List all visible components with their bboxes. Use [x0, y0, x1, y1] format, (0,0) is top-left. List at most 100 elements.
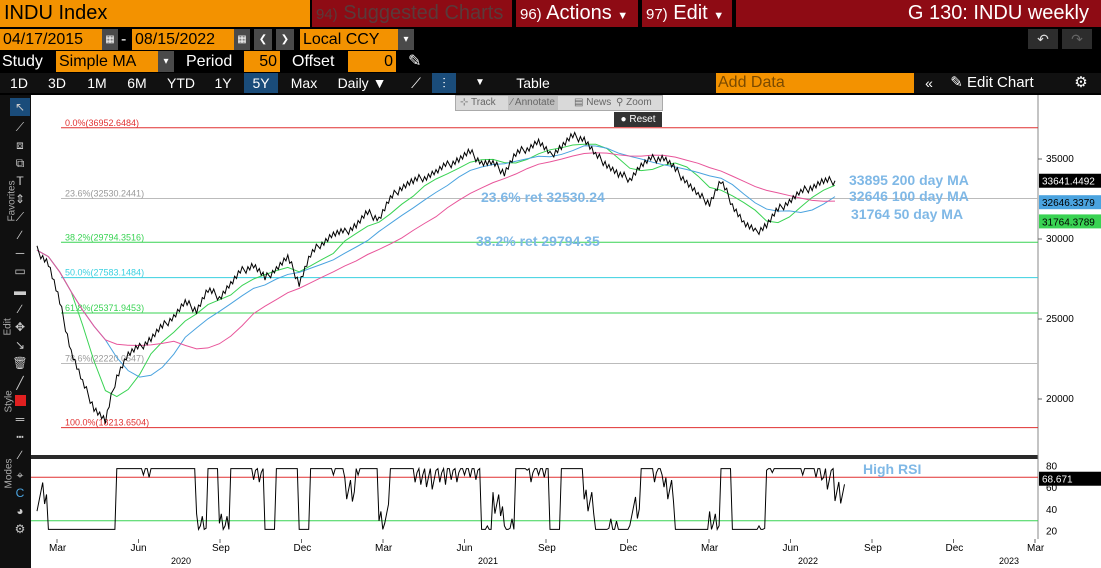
annotation-0: 33895 200 day MA — [849, 172, 969, 188]
fib-label-6: 100.0%(18213.6504) — [65, 418, 149, 428]
ticker-bar[interactable]: INDU Index — [0, 0, 310, 27]
c-mode-icon[interactable]: C — [15, 486, 25, 500]
actions-button[interactable]: 96) Actions ▼ — [516, 0, 638, 27]
end-date-field[interactable]: 08/15/2022 — [132, 29, 234, 50]
suggested-charts-button[interactable]: 94) Suggested Charts — [312, 0, 512, 27]
fib-tool-icon[interactable]: ⧈ — [16, 138, 24, 152]
ma200-line — [36, 152, 836, 350]
hline-icon[interactable]: ─ — [15, 246, 25, 260]
period-max-button[interactable]: Max — [290, 75, 318, 91]
ticker-title: INDU Index — [4, 2, 108, 24]
start-date-field[interactable]: 04/17/2015 — [0, 29, 102, 50]
color-swatch[interactable] — [10, 392, 30, 410]
chart-tools-bar: ⊹ Track ∕ Annotate ▤ News ⚲ Zoom — [455, 95, 663, 111]
tool-palette — [0, 95, 31, 568]
period-1m-button[interactable]: 1M — [87, 75, 107, 91]
fib-label-1: 23.6%(32530.2441) — [65, 189, 144, 199]
line-tool-icon[interactable]: ⟋ — [15, 120, 25, 134]
news-icon: ▤ — [574, 97, 584, 108]
period-ytd-button[interactable]: YTD — [167, 75, 195, 91]
ray-icon[interactable]: ∕ — [18, 228, 21, 242]
rsi-line — [36, 466, 845, 532]
study-select[interactable]: Simple MA — [56, 51, 158, 72]
move-icon[interactable]: ✥ — [14, 320, 26, 334]
collapse-icon[interactable]: « — [925, 75, 933, 91]
crosshair-icon[interactable]: ⌖ — [16, 468, 24, 482]
year-label-2: 2022 — [798, 556, 818, 566]
fib-label-5: 78.6%(22220.0547) — [65, 353, 144, 363]
price-axis-bg — [1038, 95, 1101, 539]
calendar-icon[interactable]: ▦ — [102, 29, 118, 50]
annotate-button[interactable]: ∕ Annotate — [508, 96, 558, 110]
edit-chart-button[interactable]: ✎ Edit Chart — [944, 73, 1040, 93]
fib-label-2: 38.2%(29794.3516) — [65, 232, 144, 242]
zoom-button[interactable]: ⚲ Zoom — [616, 96, 652, 110]
fib-fan-icon[interactable]: ⧉ — [15, 156, 25, 170]
chart-type-dropdown-icon[interactable]: ▼ — [475, 77, 485, 88]
offset-field[interactable]: 0 — [348, 51, 396, 72]
edit-label: Edit — [673, 2, 708, 24]
chevron-down-icon[interactable]: ▾ — [158, 51, 174, 72]
time-tick-label-3: Dec — [294, 543, 312, 554]
date-separator: - — [121, 31, 127, 48]
reset-button[interactable]: ● Reset — [614, 112, 662, 127]
rect-icon[interactable]: ▭ — [14, 264, 26, 278]
time-tick-label-7: Dec — [620, 543, 638, 554]
eraser-icon[interactable]: ▬ — [14, 284, 26, 298]
edit-menu-button[interactable]: 97) Edit ▼ — [642, 0, 732, 27]
calendar-icon[interactable]: ▦ — [234, 29, 250, 50]
chevron-down-icon[interactable]: ▾ — [398, 29, 414, 50]
currency-select[interactable]: Local CCY — [300, 29, 398, 50]
last-price-box-bg — [1039, 173, 1101, 188]
period-1y-button[interactable]: 1Y — [214, 75, 232, 91]
period-1d-button[interactable]: 1D — [10, 75, 28, 91]
price-series — [36, 131, 836, 424]
chart-area[interactable]: 0.0%(36952.6484) 23.6%(32530.2441) 38.2%(2… — [31, 95, 1101, 568]
candle-chart-icon[interactable]: ⫶ — [432, 73, 456, 93]
period-6m-button[interactable]: 6M — [127, 75, 147, 91]
track-button[interactable]: ⊹ Track — [460, 96, 496, 110]
prev-arrow-icon[interactable]: ❮ — [254, 29, 272, 50]
cursor-icon[interactable]: ↖ — [10, 98, 30, 116]
redo-icon[interactable]: ↷ — [1062, 29, 1092, 49]
draw-icon[interactable]: ∕ — [18, 302, 21, 316]
rsi-tick-label-0: 80 — [1046, 461, 1058, 472]
color-square — [14, 395, 26, 406]
period-field[interactable]: 50 — [244, 51, 280, 72]
line-chart-icon[interactable]: ⟋ — [411, 75, 421, 91]
line-style-icon[interactable]: ┅ — [16, 430, 24, 444]
actions-num: 96) — [520, 6, 542, 23]
favorites-label: Favorites — [6, 180, 18, 222]
track-icon: ⊹ — [460, 97, 469, 108]
time-tick-label-9: Jun — [783, 543, 799, 554]
style-line-icon[interactable]: ╱ — [16, 376, 24, 390]
table-button[interactable]: Table — [516, 75, 550, 91]
suggested-label: Suggested Charts — [343, 2, 504, 24]
measure-icon[interactable]: ⇕ — [14, 192, 26, 206]
settings-icon[interactable]: ⚙ — [14, 522, 26, 536]
last-ma50-box-bg — [1039, 214, 1101, 229]
actions-label: Actions — [546, 2, 612, 24]
last-rsi-box: 68.671 — [1042, 475, 1073, 486]
palette-icon[interactable]: ◕ — [16, 504, 24, 518]
last-ma100-box-bg — [1039, 195, 1101, 210]
pencil-style-icon[interactable]: ∕ — [18, 448, 21, 462]
magnet-icon[interactable]: ↘ — [14, 338, 26, 352]
text-tool-icon[interactable]: T — [16, 174, 24, 188]
pencil-icon[interactable]: ✎ — [408, 53, 422, 70]
undo-icon[interactable]: ↶ — [1028, 29, 1058, 49]
period-5y-button[interactable]: 5Y — [244, 73, 278, 93]
price-tick-label-0: 35000 — [1046, 154, 1074, 165]
next-arrow-icon[interactable]: ❯ — [276, 29, 294, 50]
line-weight-icon[interactable]: ═ — [15, 412, 25, 426]
channel-icon[interactable]: ⟋ — [15, 210, 25, 224]
annotation-3: 23.6% ret 32530.24 — [481, 189, 605, 205]
reset-icon: ● — [620, 114, 627, 125]
trash-icon[interactable]: 🗑 — [12, 356, 28, 370]
frequency-select[interactable]: Daily ▼ — [337, 75, 387, 91]
period-3d-button[interactable]: 3D — [48, 75, 66, 91]
gear-icon[interactable]: ⚙ — [1074, 74, 1088, 91]
news-button[interactable]: ▤ News — [574, 96, 611, 110]
pencil-icon: ✎ — [950, 74, 963, 91]
add-data-field[interactable]: Add Data — [716, 73, 914, 93]
